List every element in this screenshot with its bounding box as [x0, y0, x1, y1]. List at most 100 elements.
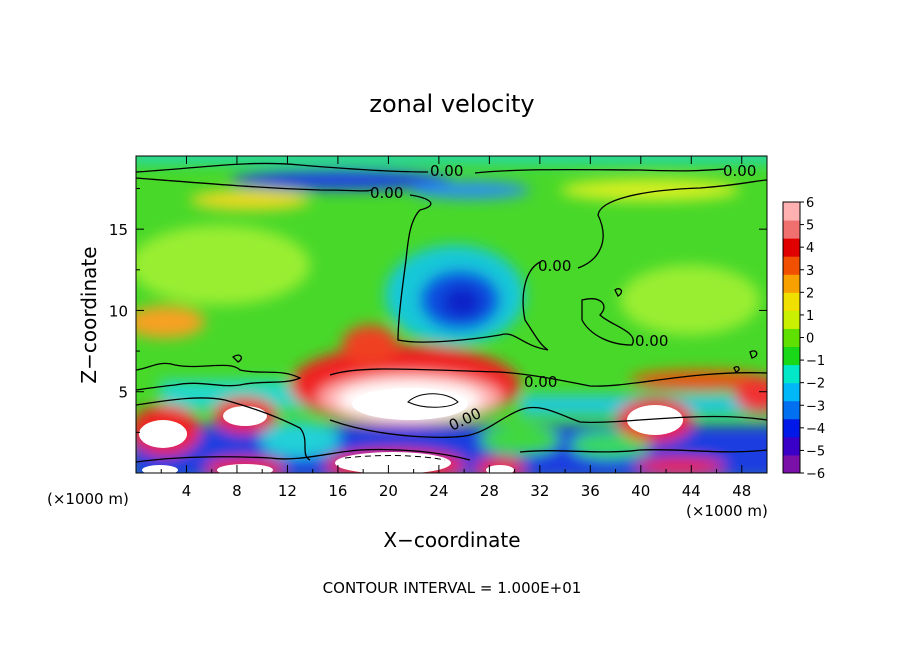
x-tick-label: 8: [232, 482, 242, 500]
contour-top: [136, 162, 429, 173]
field-yellow-upper: [190, 190, 310, 210]
field-white-center: [352, 388, 468, 420]
colorbar-swatch: [783, 256, 800, 275]
x-tick-label: 12: [278, 482, 297, 500]
contour-label: 0.00: [524, 373, 557, 391]
velocity-field: 0.00 0.00 0.00 0.00 0.00 0.00 0.00: [136, 156, 767, 473]
contour-small-4: [733, 366, 740, 373]
colorbar-swatch: [783, 220, 800, 239]
field-bottom-red-4: [635, 458, 725, 473]
field-white-bottom: [335, 452, 451, 473]
colorbar-label: 2: [806, 286, 814, 301]
contour-label: 0.00: [538, 257, 571, 275]
colorbar-label: 5: [806, 219, 814, 234]
x-axis-label: X−coordinate: [383, 528, 520, 552]
colorbar-swatch: [783, 364, 800, 384]
field-white-bottom-3: [486, 465, 514, 473]
colorbar-label: −4: [806, 422, 825, 437]
zero-contours: [136, 162, 767, 463]
colorbar-swatch: [783, 418, 800, 438]
contour-upper-loop-2: [397, 194, 549, 351]
colorbar-label: 4: [806, 241, 814, 256]
contour-bottom-2: [519, 449, 767, 453]
contour-label: 0.00: [723, 162, 756, 180]
field-white-bottom-2: [217, 464, 273, 473]
colorbar-label: 3: [806, 264, 814, 279]
colorbar-swatch: [783, 274, 800, 293]
x-unit-left: (×1000 m): [47, 490, 129, 508]
contour-right-region-2: [577, 179, 767, 269]
contour-label: 0.00: [370, 184, 403, 202]
field-white-bottom-4: [142, 465, 178, 473]
y-tick-label: 5: [118, 384, 128, 402]
field-orange-right: [630, 370, 767, 390]
y-tick-label: 15: [109, 221, 128, 239]
contour-upper-loop: [136, 177, 373, 192]
contour-white-inner: [407, 393, 459, 408]
field-red-upper: [342, 325, 398, 365]
colorbar-label: −6: [806, 467, 825, 482]
x-tick-label: 24: [429, 482, 448, 500]
colorbar-swatch: [783, 292, 800, 311]
x-tick-label: 32: [530, 482, 549, 500]
field-yellow-upper-2: [560, 179, 740, 201]
field-top-band: [136, 156, 767, 164]
field-lime-mid: [136, 225, 310, 305]
field-jet-negative: [230, 170, 450, 190]
contour-small-1: [231, 354, 242, 363]
contour-top-right: [474, 168, 726, 174]
y-axis-label: Z−coordinate: [77, 246, 101, 383]
x-tick-label: 44: [682, 482, 701, 500]
x-tick-label: 48: [732, 482, 751, 500]
field-central-core: [442, 286, 482, 318]
x-tick-label: 4: [182, 482, 192, 500]
chart-title: zonal velocity: [369, 90, 534, 118]
x-axis: 4 8 12 16 20 24 28 32 36 40 44 48: [160, 156, 751, 500]
contour-mid-left: [136, 362, 302, 391]
field-lower-cyan: [260, 422, 340, 458]
colorbar-label: −5: [806, 444, 825, 459]
colorbar-swatch: [783, 400, 800, 420]
x-tick-label: 28: [480, 482, 499, 500]
contour-label: 0.00: [430, 162, 463, 180]
contour-lower-left: [136, 397, 311, 461]
colorbar-label: 0: [806, 332, 814, 347]
colorbar-label: −1: [806, 354, 825, 369]
colorbar-swatch: [783, 454, 800, 474]
contour-interval: CONTOUR INTERVAL = 1.000E+01: [323, 579, 582, 597]
contour-central-top: [329, 368, 767, 387]
colorbar-label: −2: [806, 377, 825, 392]
y-tick-label: 10: [109, 302, 128, 320]
contour-small-3: [614, 288, 623, 297]
field-white-right: [627, 405, 683, 435]
x-tick-label: 20: [379, 482, 398, 500]
colorbar-swatch: [783, 436, 800, 456]
contour-central-bottom: [329, 406, 767, 438]
colorbar-swatch: [783, 382, 800, 402]
contour-small-2: [749, 350, 758, 359]
field-lime-right: [620, 265, 760, 335]
plot-frame: [135, 155, 768, 474]
y-axis: 5 10 15: [109, 188, 767, 433]
colorbar-label: 6: [806, 196, 814, 211]
contour-label: 0.00: [635, 332, 668, 350]
field-lower-green: [480, 425, 560, 455]
x-tick-label: 16: [328, 482, 347, 500]
colorbar-swatch: [783, 310, 800, 329]
colorbar-swatch: [783, 346, 800, 366]
field-blobs: [136, 156, 767, 473]
field-jet-negative-2: [410, 181, 530, 199]
colorbar-swatch: [783, 238, 800, 257]
colorbar: 6 5 4 3 2 1 0 −1 −2 −3 −4 −5 −6: [782, 196, 825, 482]
field-right-red-2: [735, 377, 767, 413]
field-white-mid: [223, 406, 267, 426]
colorbar-label: −3: [806, 399, 825, 414]
colorbar-label: 1: [806, 309, 814, 324]
colorbar-swatch: [783, 328, 800, 348]
field-orange-left: [136, 306, 205, 338]
colorbar-swatch: [783, 202, 800, 221]
contour-blob-right: [581, 298, 634, 346]
contour-bottom: [136, 448, 471, 463]
x-tick-label: 40: [631, 482, 650, 500]
